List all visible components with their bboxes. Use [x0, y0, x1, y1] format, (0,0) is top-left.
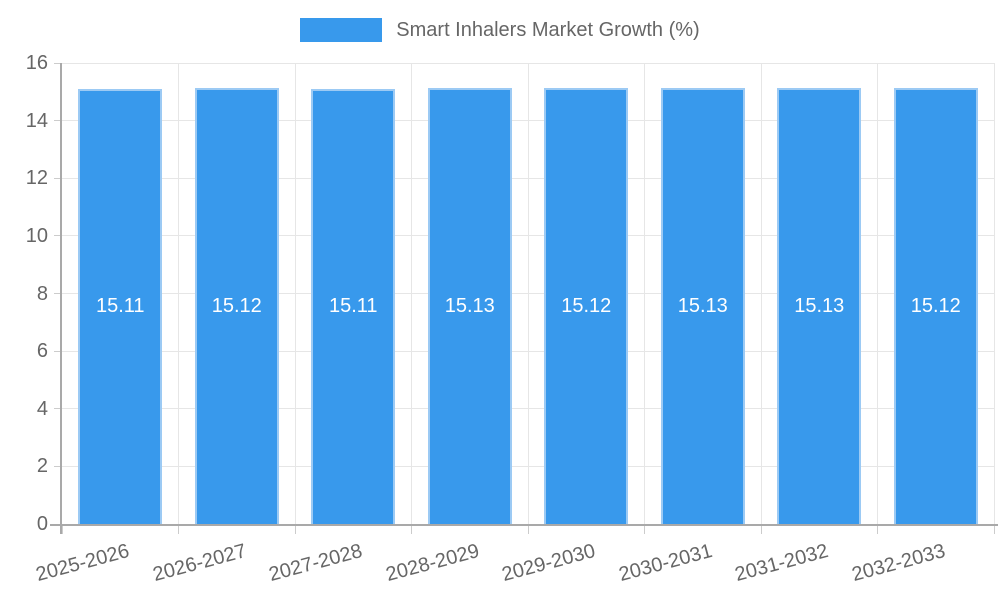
- bar-value-label: 15.12: [211, 295, 262, 318]
- y-tick-mark: [54, 177, 62, 179]
- y-tick-label: 2: [36, 455, 48, 478]
- y-tick-mark: [54, 235, 62, 237]
- x-tick-mark: [760, 524, 762, 534]
- bar-value-label: 15.11: [95, 295, 145, 318]
- bar-2030-2031[interactable]: [660, 88, 745, 524]
- bar-2032-2033[interactable]: [893, 88, 978, 524]
- bar-value-label: 15.11: [328, 295, 378, 318]
- bar-value-label: 15.13: [794, 295, 845, 318]
- gridline-vertical: [294, 63, 296, 524]
- bar-value-label: 15.12: [910, 295, 961, 318]
- x-tick-mark: [411, 524, 412, 534]
- gridline-vertical: [411, 63, 412, 524]
- y-tick-mark: [54, 120, 62, 122]
- bar-value-label: 15.12: [561, 295, 612, 318]
- x-tick-mark: [178, 524, 179, 534]
- y-tick-label: 10: [25, 224, 48, 247]
- gridline-vertical: [877, 63, 878, 524]
- y-tick-mark: [54, 62, 62, 64]
- bar-2031-2032[interactable]: [777, 88, 862, 524]
- y-tick-mark: [54, 408, 62, 410]
- legend-item[interactable]: Smart Inhalers Market Growth (%): [0, 18, 1000, 42]
- gridline-vertical: [527, 63, 529, 524]
- gridline-vertical: [644, 63, 645, 524]
- y-tick-label: 8: [36, 282, 48, 305]
- bar-2028-2029[interactable]: [427, 88, 512, 524]
- bar-value-label: 15.13: [677, 295, 728, 318]
- y-tick-label: 6: [36, 340, 48, 363]
- x-tick-mark: [644, 524, 645, 534]
- bar-2026-2027[interactable]: [194, 88, 279, 524]
- y-tick-label: 0: [36, 513, 48, 535]
- y-tick-label: 16: [25, 52, 48, 74]
- bar-2027-2028[interactable]: [311, 88, 396, 524]
- x-tick-mark: [294, 524, 296, 534]
- legend-label: Smart Inhalers Market Growth (%): [396, 18, 700, 41]
- x-tick-mark: [993, 524, 995, 534]
- y-axis-line: [60, 63, 62, 534]
- y-tick-mark: [54, 350, 62, 352]
- gridline-vertical: [178, 63, 179, 524]
- y-tick-mark: [54, 293, 62, 294]
- x-axis-line: [50, 524, 998, 526]
- y-tick-mark: [54, 465, 62, 467]
- legend-swatch-icon: [300, 18, 383, 42]
- gridline-vertical: [993, 63, 995, 524]
- y-tick-label: 14: [25, 109, 48, 132]
- x-tick-mark: [527, 524, 529, 534]
- x-tick-mark: [61, 524, 63, 534]
- x-tick-mark: [877, 524, 878, 534]
- bar-value-label: 15.13: [444, 295, 495, 318]
- y-tick-label: 12: [25, 167, 48, 190]
- gridline-vertical: [760, 63, 762, 524]
- y-tick-label: 4: [36, 397, 48, 420]
- bar-2029-2030[interactable]: [544, 88, 629, 524]
- bar-2025-2026[interactable]: [78, 88, 163, 524]
